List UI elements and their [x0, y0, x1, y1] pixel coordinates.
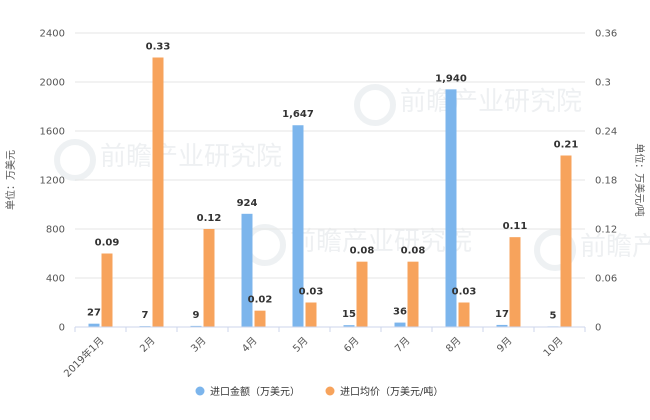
data-label: 27 [87, 308, 101, 319]
bar-import-price[interactable] [203, 229, 215, 327]
bar-import-amount[interactable] [445, 89, 457, 327]
y-left-tick-label: 800 [46, 225, 65, 236]
data-label: 0.08 [350, 246, 375, 257]
data-label: 0.11 [503, 221, 528, 232]
bar-import-amount[interactable] [496, 324, 508, 327]
bar-import-amount[interactable] [292, 125, 304, 328]
y-axis-right-title: 单位：万美元/吨 [633, 143, 646, 216]
x-tick-label: 3月 [189, 335, 209, 355]
y-right-tick-label: 0 [595, 323, 601, 334]
bar-import-price[interactable] [152, 57, 164, 328]
bar-import-amount[interactable] [394, 322, 406, 327]
y-right-tick-label: 0.3 [595, 78, 611, 89]
bar-import-amount[interactable] [343, 325, 355, 327]
data-label: 36 [393, 307, 407, 318]
data-label: 0.33 [146, 42, 171, 53]
legend-marker-price[interactable] [325, 386, 335, 396]
x-tick-label: 7月 [393, 335, 413, 355]
data-label: 17 [495, 309, 509, 320]
data-label: 5 [550, 310, 557, 321]
watermark-text: 前瞻产业研究院 [290, 227, 472, 257]
watermark-layer: 前瞻产业研究院前瞻产业研究院前瞻产业研究院前瞻产业研究院 [54, 84, 650, 271]
axes-layer: 0 0 400 0.06 800 0.12 1200 0.18 1600 0.24 2000 0.3 2… [40, 29, 618, 380]
y-axis-left-title: 单位：万美元 [4, 150, 17, 210]
bar-import-price[interactable] [509, 237, 521, 327]
y-right-tick-label: 0.18 [595, 176, 617, 187]
x-tick-label: 5月 [291, 335, 311, 355]
watermark-text: 前瞻产业研究院 [400, 87, 582, 117]
data-label: 0.21 [554, 140, 579, 151]
y-left-tick-label: 0 [59, 323, 65, 334]
x-tick-label: 2019年1月 [61, 334, 107, 380]
x-tick-label: 4月 [240, 335, 260, 355]
bar-import-price[interactable] [458, 302, 470, 328]
bar-import-price[interactable] [305, 302, 317, 328]
bar-import-price[interactable] [407, 261, 419, 327]
data-label: 0.09 [95, 238, 120, 249]
y-right-tick-label: 0.06 [595, 274, 617, 285]
watermark-logo-icon [534, 229, 576, 271]
y-left-tick-label: 1200 [40, 176, 65, 187]
watermark-logo-icon [354, 84, 396, 126]
legend-marker-amount[interactable] [195, 386, 205, 396]
y-left-tick-label: 1600 [40, 127, 65, 138]
data-labels-layer: 27 7 9 924 1,647 15 36 1,940 17 5 0.09 0.33 0.12 0.02… [87, 42, 578, 322]
data-label: 1,647 [282, 109, 314, 120]
data-label: 0.03 [452, 287, 477, 298]
bar-import-amount[interactable] [88, 323, 100, 327]
x-tick-label: 2月 [138, 335, 158, 355]
data-label: 0.12 [197, 213, 222, 224]
y-right-tick-label: 0.12 [595, 225, 617, 236]
y-left-tick-label: 400 [46, 274, 65, 285]
y-left-tick-label: 2400 [40, 29, 65, 40]
data-label: 1,940 [435, 73, 467, 84]
bar-import-price[interactable] [560, 155, 572, 328]
legend[interactable]: 进口金额（万美元） 进口均价（万美元/吨） [195, 385, 444, 398]
bar-import-price[interactable] [101, 253, 113, 328]
x-tick-label: 9月 [495, 335, 515, 355]
y-left-tick-label: 2000 [40, 78, 65, 89]
bar-import-price[interactable] [254, 310, 266, 327]
gridlines [75, 32, 585, 328]
legend-label[interactable]: 进口金额（万美元） [210, 385, 300, 398]
data-label: 7 [142, 310, 149, 321]
watermark-text: 前瞻产业研究院 [100, 142, 282, 172]
data-label: 9 [193, 310, 200, 321]
x-tick-label: 6月 [342, 335, 362, 355]
data-label: 0.03 [299, 287, 324, 298]
bar-import-amount[interactable] [190, 325, 202, 327]
y-right-tick-label: 0.36 [595, 29, 617, 40]
data-label: 0.02 [248, 295, 273, 306]
x-tick-label: 8月 [444, 335, 464, 355]
bar-import-amount[interactable] [241, 213, 253, 327]
watermark-logo-icon [54, 139, 96, 181]
watermark-text: 前瞻产业研究院 [580, 232, 650, 262]
data-label: 15 [342, 309, 356, 320]
legend-label[interactable]: 进口均价（万美元/吨） [340, 385, 443, 398]
bars-layer [88, 57, 572, 328]
x-tick-label: 10月 [541, 335, 566, 360]
y-right-tick-label: 0.24 [595, 127, 617, 138]
data-label: 924 [237, 198, 258, 209]
data-label: 0.08 [401, 246, 426, 257]
bar-import-price[interactable] [356, 261, 368, 327]
